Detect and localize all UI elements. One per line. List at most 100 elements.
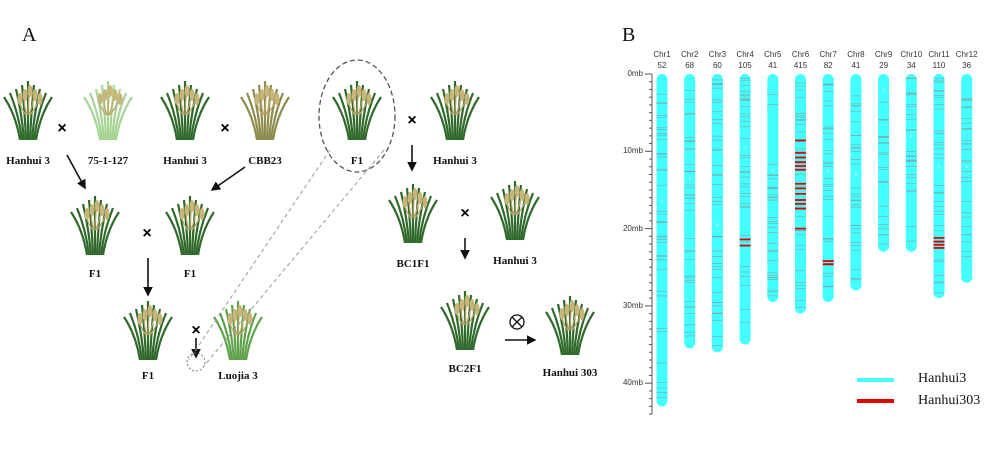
leaf	[240, 308, 252, 361]
leaf	[110, 88, 122, 141]
chromosome-arm	[822, 74, 834, 170]
chromosome-arm	[711, 74, 723, 224]
panicle	[422, 196, 428, 208]
leaf	[445, 302, 461, 351]
zoom-line	[203, 149, 385, 367]
plant-label: F1	[141, 370, 155, 382]
chromosome-chr9	[878, 74, 890, 252]
panicle	[89, 204, 95, 216]
leaf	[150, 308, 162, 361]
chromosome-chr2	[684, 74, 696, 349]
panicle	[412, 188, 418, 200]
panicle	[559, 308, 565, 320]
rice-plant-icon	[332, 81, 382, 141]
chromosome-arm	[878, 74, 890, 89]
plant-label: CBB23	[248, 155, 282, 167]
leaf	[123, 316, 142, 361]
leaf	[451, 298, 463, 351]
panicle	[351, 89, 357, 101]
panicle	[524, 193, 530, 205]
marker-count: 415	[793, 61, 808, 70]
panicle	[454, 85, 460, 97]
leaf	[572, 303, 584, 356]
chromosome-arm	[795, 194, 806, 314]
chromosome-header: Chr5 41	[764, 49, 781, 71]
chromosome-header: Chr11 110	[928, 49, 949, 71]
panicle	[17, 93, 23, 105]
chromosome-arm	[656, 74, 668, 201]
rice-plant-icon	[440, 291, 490, 351]
panicle	[194, 93, 200, 105]
rice-plant-icon	[123, 301, 173, 361]
centromere	[656, 196, 668, 207]
chromosome-chr5	[767, 74, 779, 303]
panicle	[459, 299, 465, 311]
leaf	[419, 199, 438, 244]
chromosome-name: Chr3	[708, 50, 727, 59]
centromere	[767, 165, 779, 176]
axis-tick-label: 40mb	[622, 378, 643, 388]
marker-count: 82	[823, 61, 833, 70]
chromosome-header: Chr2 68	[681, 49, 698, 71]
axis-tick-label: 20mb	[622, 223, 643, 233]
marker-count: 52	[657, 61, 667, 70]
cross-symbol: ×	[407, 112, 416, 129]
panicle	[579, 308, 585, 320]
leaf	[245, 92, 261, 141]
marker-count: 36	[962, 61, 972, 70]
chromosome-header: Chr6 415	[792, 49, 809, 71]
chromosome-header: Chr10 34	[900, 49, 922, 71]
centromere	[961, 161, 973, 172]
leaf	[545, 311, 564, 356]
chromosome-arm	[850, 74, 862, 174]
panicle	[142, 309, 148, 321]
marker-count: 41	[768, 61, 778, 70]
panicle	[102, 89, 108, 101]
panicle	[117, 93, 123, 105]
plant-label: Hanhui 3	[493, 255, 537, 267]
leaf	[440, 306, 459, 351]
leaf	[430, 96, 449, 141]
panicle	[157, 313, 163, 325]
leaf	[343, 88, 355, 141]
centromere	[878, 84, 890, 95]
leaf	[30, 88, 42, 141]
panicle	[519, 189, 525, 201]
panicle	[94, 200, 100, 212]
panicle	[464, 93, 470, 105]
leaf	[332, 96, 351, 141]
panicle	[199, 208, 205, 220]
leaf	[165, 211, 184, 256]
chromosome-arm	[711, 225, 723, 353]
leaf	[99, 207, 115, 256]
selfing-icon	[509, 314, 525, 330]
plant-label: 75-1-127	[87, 155, 129, 167]
chromosome-name: Chr6	[791, 50, 810, 59]
panicle	[254, 93, 260, 105]
chromosome-arm	[878, 90, 890, 252]
leaf	[269, 92, 285, 141]
legend-label-hanhui303: Hanhui303	[918, 393, 981, 408]
rice-plant-icon	[70, 196, 120, 256]
panicle	[184, 204, 190, 216]
panicle	[227, 313, 233, 325]
chromosome-arm	[739, 74, 751, 147]
leaf	[32, 92, 48, 141]
chromosome-arm	[933, 74, 945, 166]
plant-label: F1	[88, 268, 102, 280]
leaf	[459, 92, 475, 141]
panicle	[274, 93, 280, 105]
chromosome-chr8	[850, 74, 862, 291]
leaf	[3, 96, 22, 141]
rice-plant-icon	[240, 81, 290, 141]
marker-count: 68	[685, 61, 695, 70]
leaf	[194, 207, 210, 256]
chromosome-name: Chr12	[955, 50, 978, 59]
centromere	[684, 173, 696, 184]
rice-plant-icon	[165, 196, 215, 256]
chromosome-header: Chr12 36	[956, 49, 978, 71]
leaf	[521, 196, 540, 241]
